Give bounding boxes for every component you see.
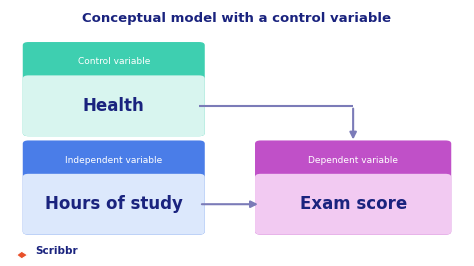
Text: Control variable: Control variable <box>78 57 150 66</box>
Text: Dependent variable: Dependent variable <box>308 156 398 165</box>
Text: Independent variable: Independent variable <box>65 156 163 165</box>
Polygon shape <box>17 251 27 259</box>
Text: Hours of study: Hours of study <box>45 195 182 213</box>
FancyBboxPatch shape <box>255 174 451 235</box>
FancyBboxPatch shape <box>23 174 205 235</box>
FancyBboxPatch shape <box>23 42 205 136</box>
FancyBboxPatch shape <box>23 140 205 235</box>
FancyBboxPatch shape <box>255 140 451 235</box>
Text: Conceptual model with a control variable: Conceptual model with a control variable <box>82 12 392 25</box>
Text: Health: Health <box>83 97 145 115</box>
Text: Exam score: Exam score <box>300 195 407 213</box>
FancyBboxPatch shape <box>23 75 205 136</box>
Text: Scribbr: Scribbr <box>36 246 78 256</box>
